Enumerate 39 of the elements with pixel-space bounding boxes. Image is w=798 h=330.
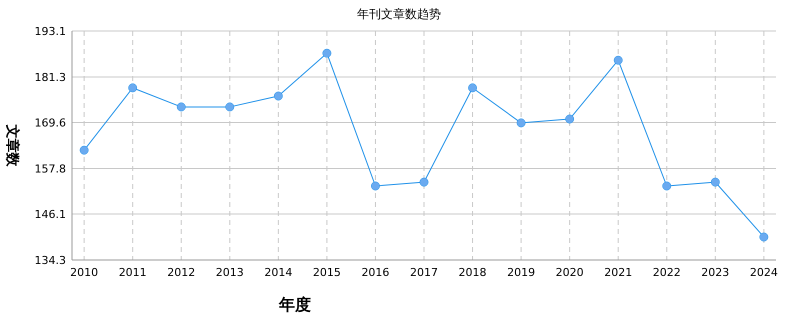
x-tick-label: 2010 — [70, 266, 98, 279]
x-tick-label: 2014 — [264, 266, 292, 279]
x-tick-label: 2012 — [167, 266, 196, 279]
point — [710, 178, 720, 187]
y-tick-label: 157.8 — [34, 162, 66, 176]
y-tick-label: 169.6 — [34, 116, 66, 130]
point — [128, 83, 138, 92]
y-tick-label: 146.1 — [34, 208, 66, 221]
point — [176, 102, 186, 112]
x-axis-title: 年度 — [278, 295, 311, 314]
point — [80, 146, 89, 155]
x-tick-label: 2017 — [410, 266, 438, 279]
point — [565, 114, 574, 124]
point — [371, 182, 380, 190]
x-tick-label: 2022 — [652, 266, 681, 279]
x-tick-label: 2021 — [604, 266, 632, 279]
y-tick-label: 193.1 — [34, 24, 66, 38]
x-tick-label: 2015 — [312, 266, 341, 279]
x-tick-label: 2019 — [507, 266, 536, 279]
x-tick-label: 2018 — [458, 266, 487, 279]
x-tick-label: 2013 — [216, 266, 244, 279]
point — [274, 92, 283, 100]
point — [420, 178, 428, 187]
point — [468, 83, 477, 92]
x-tick-label: 2024 — [750, 266, 778, 279]
x-tick-label: 2016 — [361, 266, 390, 279]
point — [614, 56, 623, 65]
point — [516, 118, 526, 128]
point — [662, 182, 672, 190]
x-tick-label: 2011 — [118, 266, 147, 279]
point — [225, 102, 234, 112]
point — [322, 48, 332, 58]
y-tick-label: 134.3 — [34, 254, 66, 267]
point — [759, 232, 768, 242]
x-tick-label: 2020 — [556, 266, 584, 279]
y-axis-title: 文章数 — [4, 124, 21, 168]
chart-title: 年刊文章数趋势 — [357, 7, 441, 21]
y-tick-label: 181.3 — [34, 70, 66, 84]
x-tick-label: 2023 — [701, 266, 730, 279]
